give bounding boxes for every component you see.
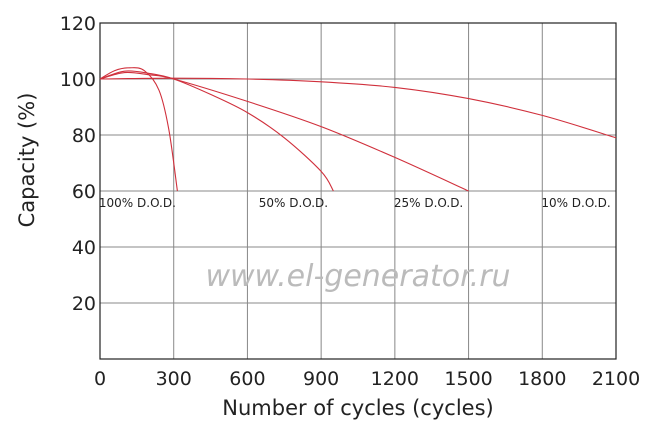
series-line xyxy=(99,71,469,192)
series-label: 100% D.O.D. xyxy=(99,196,176,210)
y-axis-label: Capacity (%) xyxy=(15,93,39,228)
x-tick-label: 2100 xyxy=(592,368,640,390)
x-tick-label: 1500 xyxy=(444,368,492,390)
x-axis-label: Number of cycles (cycles) xyxy=(222,396,493,420)
x-tick-label: 0 xyxy=(94,368,106,390)
y-tick-label: 60 xyxy=(72,181,96,203)
y-tick-label: 120 xyxy=(60,13,96,35)
series-line xyxy=(99,70,334,192)
plot-frame xyxy=(99,22,617,360)
series-label: 50% D.O.D. xyxy=(259,196,328,210)
series-line xyxy=(99,77,617,139)
x-tick-label: 900 xyxy=(303,368,339,390)
y-tick-label: 100 xyxy=(60,69,96,91)
watermark: www.el-generator.ru xyxy=(205,259,510,294)
x-tick-label: 1200 xyxy=(371,368,419,390)
y-tick-label: 40 xyxy=(72,237,96,259)
x-tick-label: 1800 xyxy=(518,368,566,390)
series-line xyxy=(99,67,178,192)
series-label: 25% D.O.D. xyxy=(394,196,463,210)
x-tick-label: 300 xyxy=(156,368,192,390)
y-tick-label: 80 xyxy=(72,125,96,147)
y-tick-label: 20 xyxy=(72,293,96,315)
x-tick-label: 600 xyxy=(229,368,265,390)
series-label: 10% D.O.D. xyxy=(541,196,610,210)
